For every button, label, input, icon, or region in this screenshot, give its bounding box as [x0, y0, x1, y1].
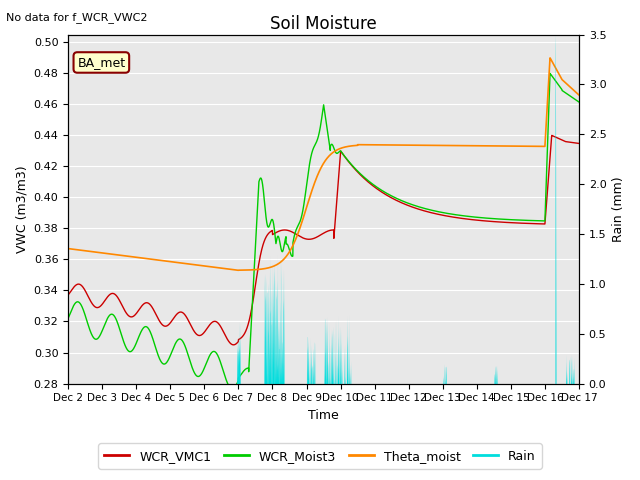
- X-axis label: Time: Time: [308, 409, 339, 422]
- Text: No data for f_WCR_VWC2: No data for f_WCR_VWC2: [6, 12, 148, 23]
- Y-axis label: Rain (mm): Rain (mm): [612, 176, 625, 242]
- Y-axis label: VWC (m3/m3): VWC (m3/m3): [15, 165, 28, 253]
- Text: BA_met: BA_met: [77, 56, 125, 69]
- Title: Soil Moisture: Soil Moisture: [270, 15, 377, 33]
- Legend: WCR_VMC1, WCR_Moist3, Theta_moist, Rain: WCR_VMC1, WCR_Moist3, Theta_moist, Rain: [98, 444, 542, 469]
